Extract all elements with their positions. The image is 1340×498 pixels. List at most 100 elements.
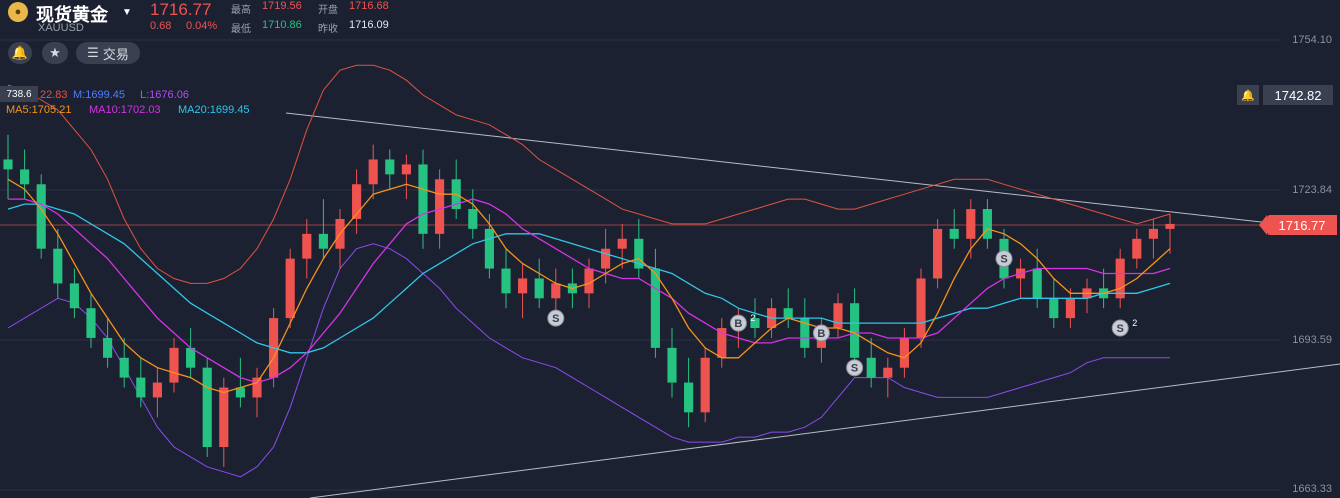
alert-bell-button[interactable]: 🔔: [1237, 85, 1259, 105]
high-value: 1719.56: [262, 0, 302, 12]
high-label: 最高: [231, 5, 251, 16]
bell-icon: 🔔: [1241, 89, 1255, 102]
candle-body: [435, 179, 445, 234]
candle-body: [617, 238, 627, 249]
candle-body: [1165, 223, 1175, 229]
marker-b-icon: [729, 314, 747, 332]
candle-body: [86, 308, 96, 338]
candle-body: [484, 228, 494, 269]
candle-body: [53, 248, 63, 284]
prev-value-box: 738.6: [0, 86, 38, 102]
candle-body: [1132, 238, 1142, 259]
marker-label: S: [1000, 254, 1007, 266]
candle-body: [783, 308, 793, 319]
marker-count: 2: [1132, 318, 1137, 328]
bell-icon: 🔔: [11, 45, 29, 60]
candle-body: [899, 337, 909, 368]
legend-ma10: MA10:1702.03: [89, 104, 161, 116]
candle-body: [202, 367, 212, 448]
candle-body: [650, 268, 660, 348]
bell-button[interactable]: 🔔: [8, 42, 32, 64]
candle-body: [252, 377, 262, 398]
chart-grid: [0, 39, 1280, 491]
candle-body: [833, 303, 843, 329]
candle-body: [916, 278, 926, 338]
candle-body: [119, 357, 129, 378]
candle-body: [1049, 298, 1059, 319]
candle-body: [601, 248, 611, 269]
low-value: 1710.86: [262, 19, 302, 31]
star-icon: ★: [49, 45, 61, 60]
candle-body: [418, 164, 428, 234]
candle-body: [667, 347, 677, 383]
trendline-lower: [309, 363, 1340, 498]
marker-s-icon: [995, 250, 1013, 268]
favorite-button[interactable]: ★: [42, 42, 68, 64]
candle-body: [584, 268, 594, 294]
candle-body: [982, 209, 992, 239]
legend-ma20: MA20:1699.45: [178, 104, 250, 116]
candle-body: [302, 233, 312, 259]
trade-button[interactable]: ☰ 交易: [76, 42, 140, 64]
candle-body: [385, 159, 395, 175]
marker-label: S: [851, 363, 858, 375]
symbol-name[interactable]: 现货黄金: [36, 5, 108, 25]
marker-label: S: [552, 313, 559, 325]
y-tick-0: 1754.10: [1292, 34, 1332, 46]
candle-body: [468, 209, 478, 229]
candle-body: [169, 347, 179, 383]
candle-body: [949, 228, 959, 239]
ma10-line: [8, 198, 1171, 384]
candle-body: [235, 387, 245, 398]
candle-body: [850, 303, 860, 358]
candle-body: [20, 169, 30, 185]
alert-price-label[interactable]: 1742.82: [1263, 85, 1333, 105]
candle-body: [534, 278, 544, 299]
candle-body: [750, 318, 760, 329]
open-label: 开盘: [318, 5, 338, 16]
open-value: 1716.68: [349, 0, 389, 12]
candle-body: [518, 278, 528, 294]
candle-body: [1065, 298, 1075, 319]
candle-body: [368, 159, 378, 185]
legend-boll-upper: 22.83: [40, 89, 68, 101]
legend-boll-lower: L:1676.06: [140, 89, 189, 101]
marker-label: S: [1117, 323, 1124, 335]
candle-body: [103, 337, 113, 358]
candle-body: [3, 159, 13, 170]
marker-label: B: [734, 318, 742, 330]
candle-body: [700, 357, 710, 413]
candle-body: [551, 283, 561, 299]
symbol-code: XAUUSD: [38, 22, 84, 34]
prev-close-value: 1716.09: [349, 19, 389, 31]
marker-b-icon: [812, 324, 830, 342]
candle-body: [352, 184, 362, 219]
trendlines: [0, 112, 1340, 498]
y-tick-2: 1693.59: [1292, 334, 1332, 346]
candle-body: [318, 233, 328, 249]
candle-body: [219, 387, 229, 448]
y-tick-1: 1723.84: [1292, 184, 1332, 196]
last-price: 1716.77: [150, 0, 212, 19]
legend-ma5: MA5:1705.21: [6, 104, 72, 116]
trendline-upper: [285, 112, 1271, 224]
y-tick-3: 1663.33: [1292, 483, 1332, 495]
chevron-down-icon[interactable]: ▼: [122, 7, 132, 18]
candle-body: [1032, 268, 1042, 299]
candle-body: [401, 164, 411, 175]
candle-body: [136, 377, 146, 398]
marker-s-icon: [1111, 319, 1129, 337]
quote-header: ● 现货黄金 ▼ XAUUSD 1716.77 0.68 0.04% 最高 17…: [0, 0, 420, 40]
candle-body: [152, 382, 162, 398]
candle-body: [501, 268, 511, 294]
low-label: 最低: [231, 24, 251, 35]
marker-s-icon: [846, 359, 864, 377]
gold-coin-icon: ●: [8, 2, 28, 22]
list-icon: ☰: [87, 45, 99, 60]
current-price-tag: 1716.77: [1259, 215, 1337, 235]
boll-upper-line: [7, 64, 1171, 284]
ma5-line: [7, 178, 1171, 394]
candle-body: [684, 382, 694, 413]
